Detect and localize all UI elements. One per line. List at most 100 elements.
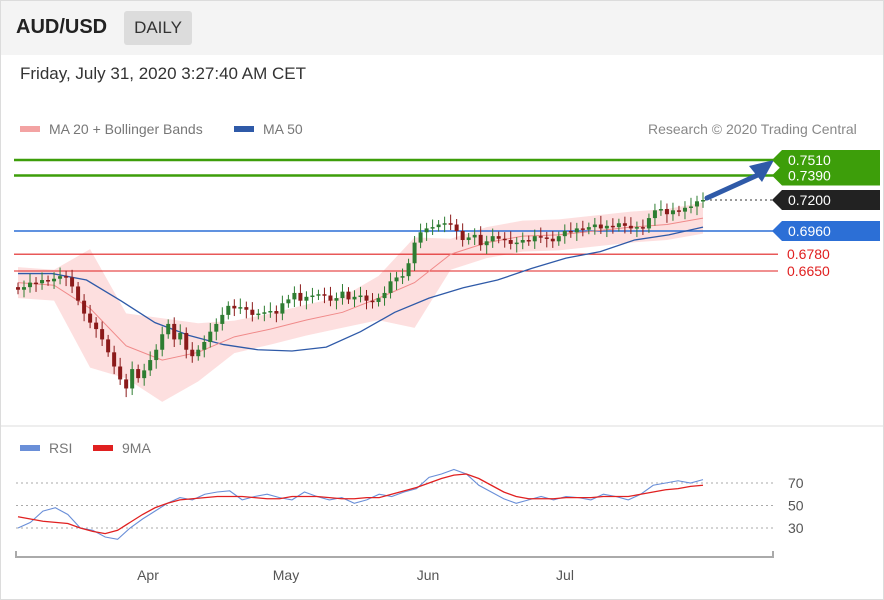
candle-body [70, 277, 75, 287]
candle-body [226, 305, 231, 315]
candle-body [16, 287, 20, 290]
candle-body [508, 240, 513, 244]
candle-body [292, 292, 297, 300]
candle-body [436, 224, 441, 228]
candle-body [592, 224, 597, 228]
candle-body [454, 224, 459, 231]
candle-body [196, 349, 201, 357]
candle-body [22, 287, 27, 290]
candle-body [538, 236, 543, 238]
candle-body [316, 294, 321, 296]
candle-body [118, 366, 123, 380]
candle-body [502, 238, 507, 241]
candle-body [370, 300, 375, 303]
candle-body [484, 241, 489, 246]
legend-9ma-label: 9MA [122, 440, 151, 456]
projection-arrow-head [749, 160, 774, 182]
x-tick-label: Jun [417, 567, 440, 583]
candle-body [298, 292, 303, 301]
candle-body [340, 291, 345, 299]
rsi-tick-label: 30 [788, 520, 804, 536]
x-tick-label: Apr [137, 567, 159, 583]
candle-body [646, 218, 651, 229]
candle-body [130, 369, 135, 389]
candle-body [142, 370, 147, 379]
level-label-0.7200: 0.7200 [788, 192, 831, 208]
candle-body [424, 228, 429, 233]
level-label-0.6650: 0.6650 [787, 263, 830, 279]
candle-body [364, 295, 369, 301]
candle-body [82, 300, 87, 314]
candle-body [214, 323, 219, 332]
candle-body [286, 299, 291, 304]
candle-body [256, 313, 261, 316]
candle-body [322, 294, 327, 296]
candle-body [334, 298, 339, 301]
candle-body [448, 223, 453, 225]
candle-body [250, 309, 255, 315]
candle-body [562, 230, 567, 237]
legend-rsi-label: RSI [49, 440, 73, 456]
research-credit: Research © 2020 Trading Central [648, 121, 857, 137]
candle-body [430, 227, 435, 229]
candle-body [166, 323, 171, 335]
rsi-panel: 70 50 30 [1, 425, 883, 540]
level-tag-0.6960 [772, 220, 880, 241]
candle-body [586, 227, 591, 230]
candle-body [388, 281, 393, 293]
candles [16, 160, 774, 398]
x-axis-line [15, 551, 774, 558]
candle-body [400, 276, 405, 278]
candle-body [76, 286, 81, 301]
legend-ma50: MA 50 [234, 121, 303, 137]
candle-body [568, 230, 573, 233]
ma9-swatch [93, 445, 113, 451]
candle-body [262, 312, 267, 314]
candle-body [268, 311, 273, 313]
candle-body [310, 295, 315, 298]
level-lines [14, 158, 778, 272]
rsi-tick-label: 70 [788, 475, 804, 491]
candle-body [688, 206, 693, 208]
level-tag-0.7390 [772, 165, 880, 186]
candle-body [658, 209, 663, 211]
candle-body [490, 236, 495, 242]
candle-body [676, 210, 681, 212]
candle-body [550, 238, 555, 242]
level-label-0.6960: 0.6960 [788, 223, 831, 239]
candle-body [100, 329, 105, 340]
candle-body [304, 296, 309, 301]
candle-body [472, 234, 477, 238]
candle-body [40, 280, 45, 284]
candle-body [28, 282, 33, 288]
candle-body [682, 207, 687, 212]
candle-body [532, 236, 537, 242]
level-label-0.6780: 0.6780 [787, 246, 830, 262]
candle-body [232, 305, 237, 309]
level-tag-0.7510 [772, 150, 880, 170]
candle-body [604, 225, 609, 229]
candle-body [418, 232, 423, 243]
timeframe-badge[interactable]: DAILY [124, 11, 192, 45]
candle-body [202, 341, 207, 350]
candle-body [148, 360, 153, 371]
candle-body [670, 210, 675, 215]
rsi-swatch [20, 445, 40, 451]
legend-ma50-label: MA 50 [263, 121, 303, 137]
candle-body [640, 227, 645, 229]
legend-rsi: RSI [20, 440, 72, 456]
level-tag-0.7200 [772, 190, 880, 211]
candle-body [622, 223, 627, 226]
candle-body [184, 332, 189, 350]
candle-body [178, 332, 183, 340]
candle-body [136, 369, 141, 379]
instrument-title: AUD/USD [16, 16, 108, 38]
timestamp: Friday, July 31, 2020 3:27:40 AM CET [20, 64, 306, 83]
level-label-0.7390: 0.7390 [788, 167, 831, 183]
legend-bollinger-label: MA 20 + Bollinger Bands [49, 121, 203, 137]
candle-body [172, 323, 177, 340]
candle-body [598, 224, 603, 229]
candle-body [244, 307, 249, 310]
